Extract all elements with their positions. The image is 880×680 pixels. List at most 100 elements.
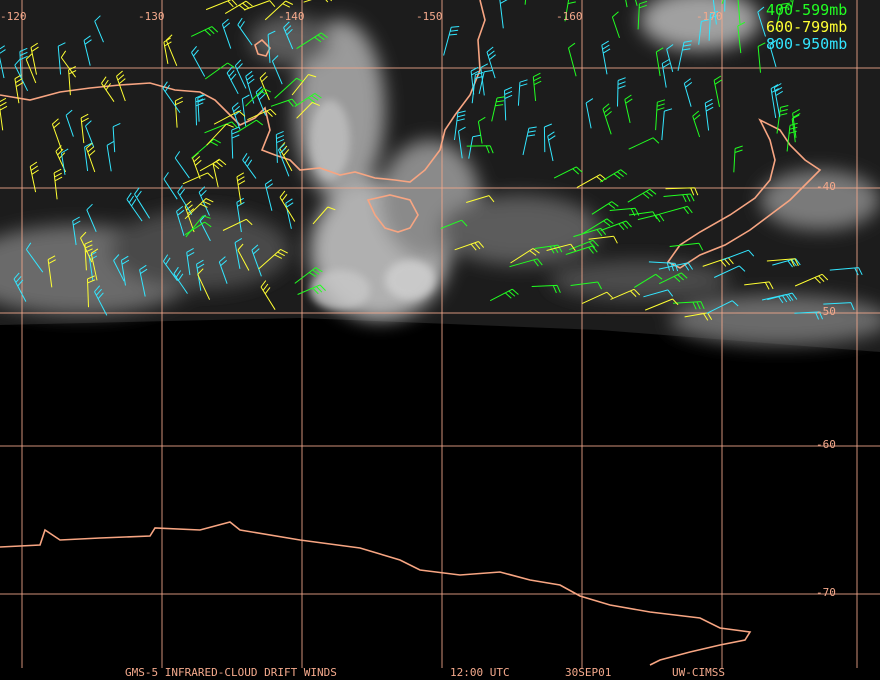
wind-barb <box>237 119 264 133</box>
cloud-detail <box>310 100 435 310</box>
wind-barb <box>30 42 39 75</box>
wind-barb <box>270 98 298 107</box>
wind-barb <box>90 248 99 281</box>
wind-barb <box>568 42 577 77</box>
wind-barb <box>279 142 293 172</box>
wind-barb <box>65 109 74 137</box>
wind-barb <box>14 74 24 104</box>
wind-barb <box>80 113 89 144</box>
wind-barb <box>126 192 143 222</box>
wind-barbs <box>0 0 863 321</box>
wind-barb <box>258 248 288 270</box>
latitude-label: -70 <box>816 586 836 599</box>
wind-barb <box>588 235 618 244</box>
wind-barb <box>222 218 253 231</box>
wind-barb <box>773 83 783 118</box>
wind-barb <box>786 122 798 152</box>
wind-barb <box>443 26 460 56</box>
wind-barb <box>486 46 496 79</box>
wind-barb <box>440 219 468 229</box>
wind-barb <box>790 0 794 10</box>
wind-barb <box>224 0 253 15</box>
wind-barb <box>278 143 290 177</box>
wind-barb <box>635 0 638 6</box>
wind-barb <box>177 185 193 215</box>
wind-barb <box>134 187 151 219</box>
wind-barb <box>601 40 611 75</box>
wind-barb <box>757 42 766 73</box>
wind-barb <box>489 288 519 302</box>
wind-barb <box>581 218 614 235</box>
wind-barb <box>599 169 628 183</box>
wind-barb <box>296 32 328 50</box>
wind-barb <box>666 44 674 73</box>
wind-barb <box>243 0 276 11</box>
wind-barb <box>51 118 63 151</box>
wind-barb <box>139 264 148 297</box>
wind-barb <box>195 94 204 126</box>
wind-barb <box>221 18 232 49</box>
wind-barb <box>602 103 612 135</box>
wind-barb <box>692 110 701 138</box>
wind-barb <box>628 137 660 150</box>
wind-barb <box>231 102 242 130</box>
wind-barb <box>466 145 494 154</box>
wind-barb <box>611 11 620 39</box>
wind-barb <box>677 40 692 71</box>
wind-barb <box>733 145 743 173</box>
longitude-label: -130 <box>138 10 165 23</box>
wind-barb <box>176 206 185 236</box>
wind-barb <box>791 114 800 143</box>
wind-barb <box>283 21 294 50</box>
wind-barb <box>53 168 63 200</box>
wind-barb <box>72 216 81 246</box>
wind-barb <box>713 265 746 278</box>
wind-barb <box>197 94 206 122</box>
wind-barb <box>113 254 125 282</box>
footer-time: 12:00 UTC <box>450 666 510 679</box>
longitude-label: -140 <box>278 10 305 23</box>
wind-barb <box>279 190 296 222</box>
wind-barb <box>234 59 247 89</box>
wind-barb <box>637 213 665 223</box>
wind-barb <box>633 273 663 288</box>
latitude-label: -40 <box>816 180 836 193</box>
wind-barb <box>247 108 277 121</box>
wind-barb <box>204 62 235 80</box>
wind-barb <box>191 45 206 77</box>
coastlines <box>0 0 822 666</box>
wind-barb <box>226 66 239 95</box>
wind-barb <box>708 10 719 41</box>
wind-barb <box>655 47 664 77</box>
wind-barb <box>68 66 77 96</box>
wind-barb <box>255 86 267 116</box>
wind-barb <box>663 193 695 203</box>
wind-barb <box>655 99 666 131</box>
wind-barb <box>478 70 493 94</box>
wind-barb <box>546 243 576 251</box>
wind-barb <box>312 206 336 225</box>
wind-barb <box>163 172 178 200</box>
footer-date: 30SEP01 <box>565 666 611 679</box>
wind-barb <box>29 161 39 193</box>
wind-barb <box>468 134 481 159</box>
wind-barb <box>713 75 722 107</box>
wind-barb <box>25 53 37 84</box>
wind-barb <box>600 220 632 231</box>
wind-barb <box>794 273 829 287</box>
wind-barb <box>84 142 92 172</box>
wind-barb <box>163 37 172 64</box>
wind-barb <box>661 59 670 88</box>
wind-barb <box>198 186 210 216</box>
wind-barb <box>610 288 641 300</box>
wind-barb <box>87 275 96 308</box>
wind-barb <box>242 153 257 179</box>
wind-barb <box>480 63 489 96</box>
wind-barb <box>658 262 694 271</box>
legend-entry: 800-950mb <box>766 35 847 53</box>
wind-barb <box>706 300 739 314</box>
wind-barb <box>206 123 234 146</box>
wind-barb <box>724 0 726 12</box>
wind-barb <box>186 247 195 276</box>
wind-barb <box>629 211 658 220</box>
